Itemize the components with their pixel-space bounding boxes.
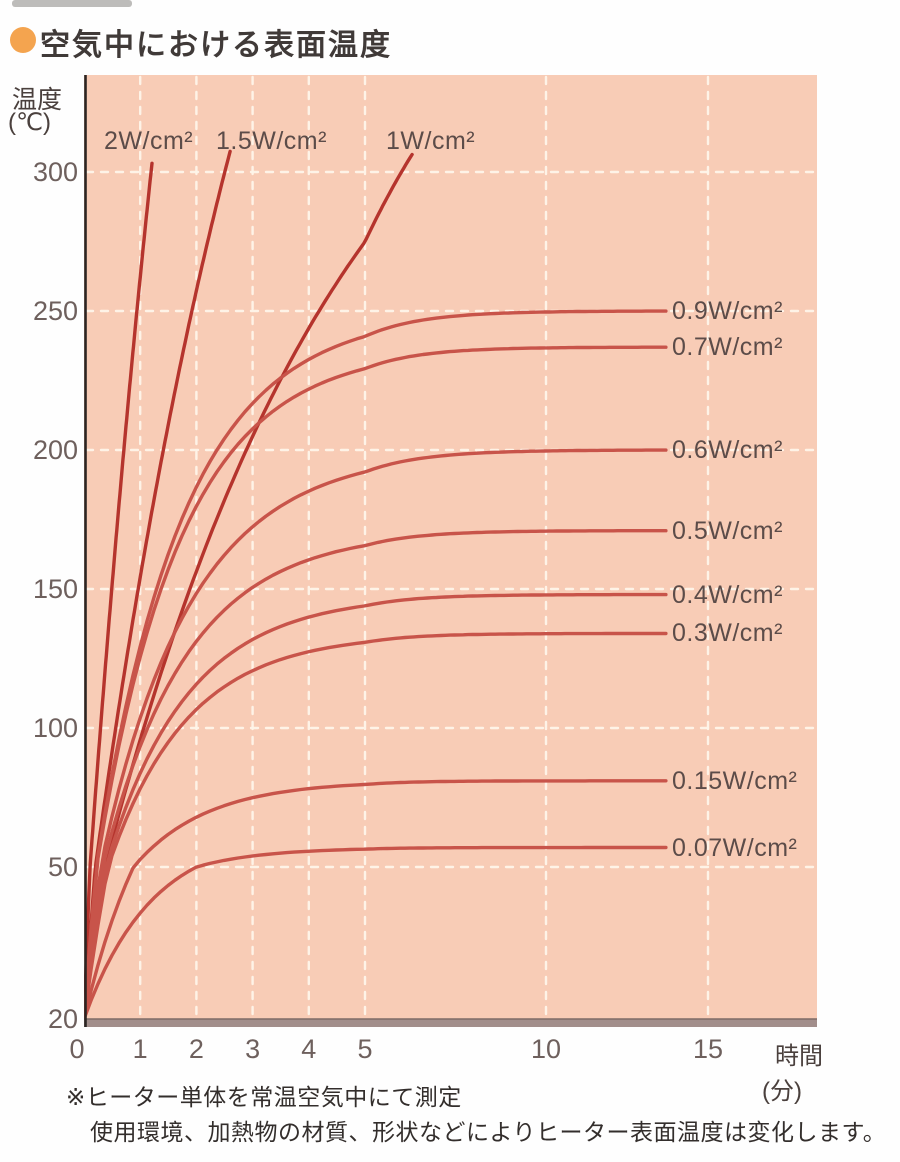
y-tick-50: 50 (47, 852, 78, 882)
curve-0.15w (84, 779, 668, 1021)
curve-2w (84, 161, 154, 1021)
x-tick-10: 10 (530, 1034, 562, 1064)
x-axis-unit-symbol: (分) (762, 1078, 802, 1105)
x-tick-3: 3 (245, 1034, 261, 1064)
x-tick-1: 1 (132, 1034, 148, 1064)
curve-0.5w (84, 529, 668, 1021)
curve-label-0.9w: 0.9W/cm² (672, 297, 783, 325)
x-tick-2: 2 (188, 1034, 204, 1064)
y-tick-250: 250 (32, 296, 78, 326)
curve-label-0.3w: 0.3W/cm² (672, 619, 783, 648)
scan-artifact (12, 0, 132, 7)
curve-label-1.5w: 1.5W/cm² (216, 127, 327, 155)
curve-0.9w (84, 309, 668, 1021)
page-title: 空気中における表面温度 (40, 29, 392, 62)
x-axis-line (84, 1019, 817, 1027)
y-axis-unit-symbol: (℃) (8, 109, 51, 136)
x-tick-15: 15 (692, 1034, 724, 1064)
curve-0.3w (84, 631, 668, 1021)
plot-background (84, 75, 817, 1027)
y-tick-300: 300 (32, 157, 78, 187)
curve-0.6w (84, 448, 668, 1021)
curve-label-0.07w: 0.07W/cm² (672, 833, 798, 862)
curve-label-0.15w: 0.15W/cm² (672, 766, 798, 795)
curve-0.7w (84, 345, 668, 1021)
curve-0.4w (84, 592, 668, 1021)
curve-label-0.6w: 0.6W/cm² (672, 436, 783, 464)
curve-label-2w: 2W/cm² (104, 127, 194, 155)
bullet-icon (10, 27, 36, 53)
curve-label-1w: 1W/cm² (386, 127, 476, 155)
curve-1w (84, 152, 414, 1021)
chart-plot (84, 75, 817, 1027)
y-tick-150: 150 (32, 574, 78, 604)
y-tick-200: 200 (32, 435, 78, 465)
x-tick-5: 5 (357, 1034, 373, 1064)
curve-1.5w (84, 149, 232, 1021)
curve-label-0.4w: 0.4W/cm² (672, 580, 783, 609)
x-tick-0: 0 (69, 1034, 85, 1064)
y-axis-unit-name: 温度 (12, 86, 63, 114)
y-tick-100: 100 (32, 713, 78, 743)
y-tick-20: 20 (47, 1004, 78, 1034)
curve-0.07w (84, 845, 668, 1021)
curve-label-0.7w: 0.7W/cm² (672, 333, 783, 362)
curve-label-0.5w: 0.5W/cm² (672, 516, 783, 545)
footnote-line-2: 使用環境、加熱物の材質、形状などによりヒーター表面温度は変化します。 (90, 1119, 887, 1145)
x-axis-unit-name: 時間 (775, 1043, 823, 1070)
x-tick-4: 4 (301, 1034, 317, 1064)
footnote-line-1: ※ヒーター単体を常温空気中にて測定 (66, 1084, 462, 1110)
